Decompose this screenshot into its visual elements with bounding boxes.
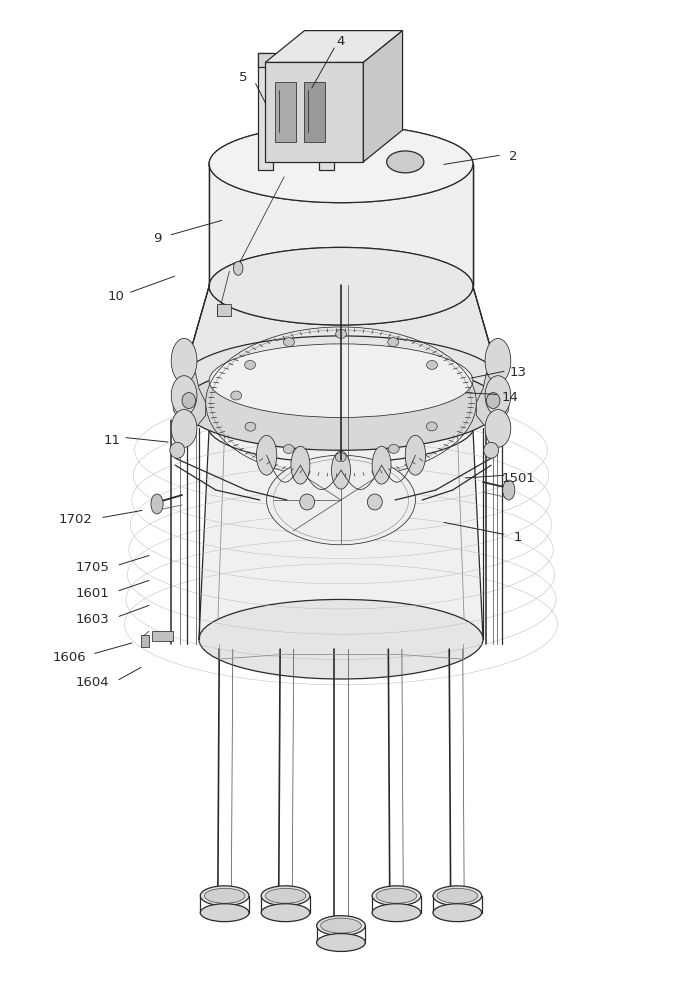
Polygon shape xyxy=(476,373,509,425)
Ellipse shape xyxy=(201,904,249,922)
Text: 1501: 1501 xyxy=(501,472,535,485)
Polygon shape xyxy=(258,52,273,170)
Text: 2: 2 xyxy=(509,150,518,163)
Ellipse shape xyxy=(485,376,511,415)
Ellipse shape xyxy=(336,453,346,462)
Polygon shape xyxy=(199,428,483,639)
Ellipse shape xyxy=(209,247,473,325)
Ellipse shape xyxy=(199,599,483,679)
Ellipse shape xyxy=(433,886,481,906)
Ellipse shape xyxy=(484,442,499,458)
Ellipse shape xyxy=(284,338,295,347)
Ellipse shape xyxy=(231,391,241,400)
Ellipse shape xyxy=(405,435,426,475)
Ellipse shape xyxy=(503,480,515,500)
Text: 13: 13 xyxy=(509,366,527,379)
Text: 10: 10 xyxy=(108,290,125,303)
Ellipse shape xyxy=(437,888,477,903)
Polygon shape xyxy=(364,31,402,162)
Ellipse shape xyxy=(209,125,473,203)
Text: 1606: 1606 xyxy=(53,651,86,664)
Ellipse shape xyxy=(207,388,475,463)
Text: 1604: 1604 xyxy=(75,676,109,689)
Polygon shape xyxy=(173,373,206,425)
Text: 1: 1 xyxy=(514,531,522,544)
Text: 1601: 1601 xyxy=(75,587,109,600)
Ellipse shape xyxy=(331,451,351,489)
Ellipse shape xyxy=(233,261,243,275)
Ellipse shape xyxy=(426,360,437,369)
Ellipse shape xyxy=(388,338,398,347)
Bar xyxy=(276,82,296,142)
Ellipse shape xyxy=(201,886,249,906)
Ellipse shape xyxy=(151,494,163,514)
Ellipse shape xyxy=(209,247,473,325)
Ellipse shape xyxy=(316,934,366,951)
Bar xyxy=(216,304,231,316)
Ellipse shape xyxy=(486,393,500,409)
Ellipse shape xyxy=(299,494,314,510)
Ellipse shape xyxy=(316,916,366,936)
Ellipse shape xyxy=(182,361,500,450)
Ellipse shape xyxy=(376,888,417,903)
Ellipse shape xyxy=(265,888,306,903)
Ellipse shape xyxy=(171,376,197,415)
Text: 9: 9 xyxy=(153,232,161,245)
Ellipse shape xyxy=(182,336,500,425)
Text: 4: 4 xyxy=(337,35,345,48)
Text: 5: 5 xyxy=(239,71,247,84)
Ellipse shape xyxy=(261,886,310,906)
Ellipse shape xyxy=(171,338,197,383)
Text: 11: 11 xyxy=(104,434,121,447)
Ellipse shape xyxy=(283,445,294,453)
Ellipse shape xyxy=(171,410,197,447)
Ellipse shape xyxy=(368,494,383,510)
Ellipse shape xyxy=(261,904,310,922)
Ellipse shape xyxy=(170,442,185,458)
Ellipse shape xyxy=(372,446,391,484)
Polygon shape xyxy=(258,52,334,67)
Ellipse shape xyxy=(372,904,421,922)
Ellipse shape xyxy=(433,904,481,922)
Bar xyxy=(304,82,325,142)
Bar xyxy=(140,635,149,647)
Ellipse shape xyxy=(245,422,256,431)
Text: 1702: 1702 xyxy=(59,513,93,526)
Polygon shape xyxy=(265,31,402,62)
Ellipse shape xyxy=(485,410,511,447)
Bar xyxy=(151,631,173,641)
Text: 14: 14 xyxy=(502,391,518,404)
Ellipse shape xyxy=(267,455,415,545)
Ellipse shape xyxy=(291,446,310,484)
Text: 1705: 1705 xyxy=(75,561,109,574)
Text: 1603: 1603 xyxy=(75,613,109,626)
Polygon shape xyxy=(209,164,473,286)
Polygon shape xyxy=(319,52,334,170)
Ellipse shape xyxy=(182,393,196,409)
Ellipse shape xyxy=(372,886,421,906)
Ellipse shape xyxy=(388,444,399,453)
Polygon shape xyxy=(182,286,500,381)
Ellipse shape xyxy=(205,888,245,903)
Ellipse shape xyxy=(245,360,256,369)
Ellipse shape xyxy=(209,344,473,417)
Ellipse shape xyxy=(387,151,424,173)
Ellipse shape xyxy=(336,329,346,338)
Ellipse shape xyxy=(209,125,473,203)
Ellipse shape xyxy=(485,338,511,383)
Ellipse shape xyxy=(256,435,277,475)
Ellipse shape xyxy=(426,422,437,431)
Polygon shape xyxy=(265,62,364,162)
Ellipse shape xyxy=(321,918,361,933)
